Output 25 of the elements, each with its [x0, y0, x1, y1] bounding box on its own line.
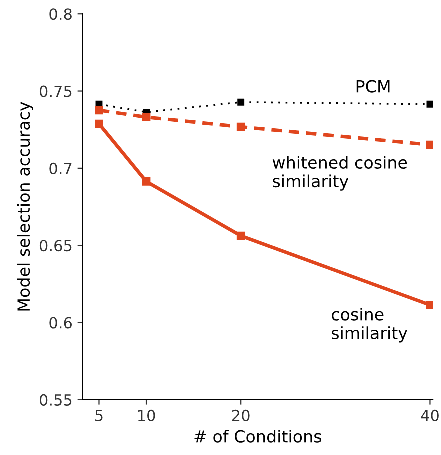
point	[95, 120, 104, 128]
x-tick-label: 20	[232, 410, 250, 422]
y-tick-label: 0.6	[50, 317, 72, 329]
y-axis-title: Model selection accuracy	[17, 102, 34, 311]
series-label: cosine similarity	[332, 308, 408, 343]
y-tick-label: 0.65	[40, 240, 72, 252]
x-tick-label: 40	[421, 410, 439, 422]
point	[236, 122, 246, 132]
x-axis-title: # of Conditions	[194, 430, 322, 443]
point	[426, 100, 434, 108]
point	[236, 232, 246, 240]
point	[426, 301, 434, 310]
y-tick-label: 0.7	[50, 162, 72, 174]
series-label: PCM	[356, 80, 390, 93]
y-tick-label: 0.8	[50, 8, 72, 20]
series-label: whitened cosine similarity	[272, 156, 408, 191]
point	[238, 98, 245, 106]
x-tick-label: 10	[138, 410, 156, 422]
y-tick-label: 0.55	[40, 394, 72, 406]
y-tick-label: 0.75	[40, 86, 72, 98]
point	[95, 106, 104, 115]
point	[426, 140, 434, 150]
point	[142, 178, 151, 186]
point	[142, 113, 151, 122]
x-tick-label: 5	[96, 410, 103, 422]
